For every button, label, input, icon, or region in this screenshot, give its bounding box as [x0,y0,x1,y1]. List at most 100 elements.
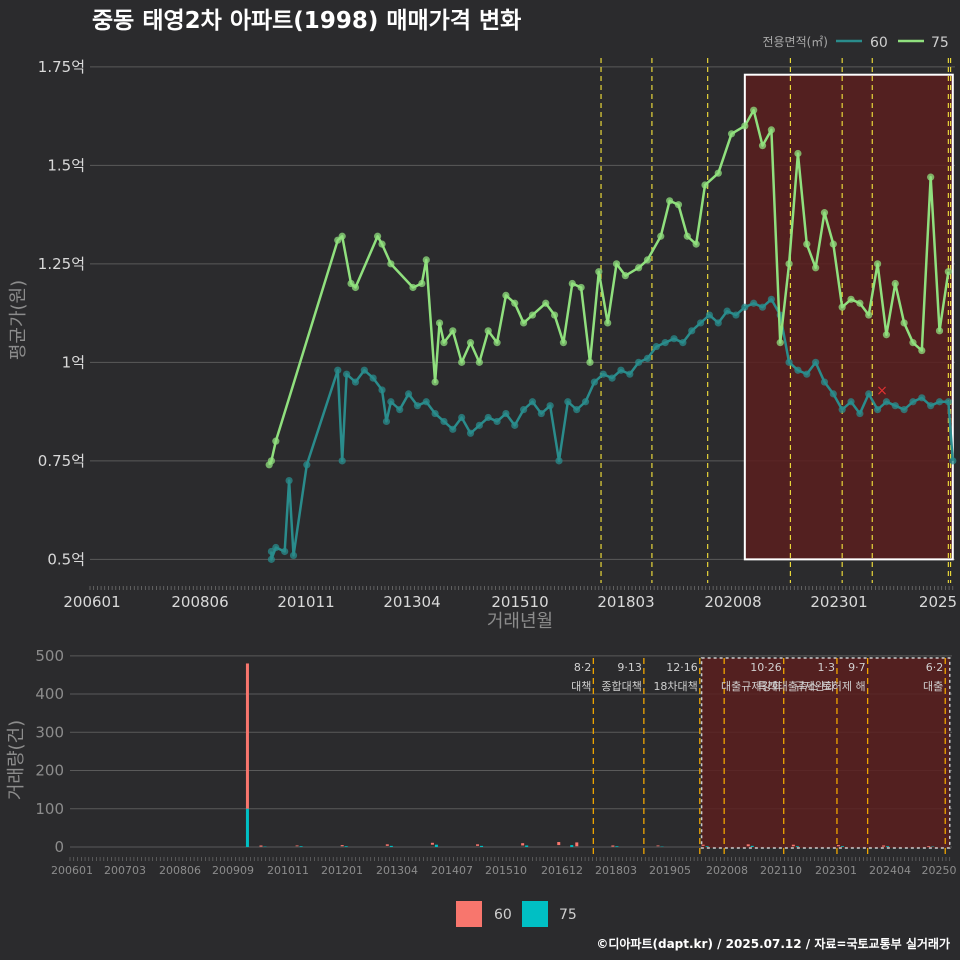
data-point-75 [927,173,935,181]
data-point-60 [608,374,616,382]
data-point-60 [338,457,346,465]
data-point-60 [360,366,368,374]
volume-bar-75 [795,846,799,847]
volume-bar-75 [750,845,754,847]
x-tick-label: 201612 [541,864,583,877]
data-point-60 [511,421,519,429]
data-point-75 [586,358,594,366]
data-point-60 [617,366,625,374]
data-point-60 [750,299,758,307]
volume-bar-75 [886,846,890,847]
data-point-75 [727,130,736,138]
x-tick-label: 201201 [321,864,363,877]
volume-bar-75 [840,846,844,847]
volume-bar-60 [385,844,389,846]
y-tick-label: 1.75억 [38,58,85,76]
legend-swatch-60 [456,901,482,927]
y-tick-label: 1.5억 [47,156,85,174]
data-point-60 [670,335,678,343]
data-point-75 [692,240,700,248]
data-point-60 [635,358,643,366]
data-point-75 [440,339,448,347]
data-point-60 [484,413,492,422]
data-point-60 [537,409,545,418]
volume-bar-60 [656,845,660,847]
volume-bar-60 [836,845,840,847]
data-point-60 [528,398,537,406]
data-point-60 [573,406,581,414]
data-point-60 [794,366,802,374]
data-point-60 [732,311,740,319]
y-tick-label: 0.5억 [47,550,85,568]
data-point-75 [435,319,444,327]
y-tick-label: 0 [54,838,64,856]
x-tick-label: 201011 [267,864,309,877]
highlight-region [700,657,951,849]
data-point-75 [714,169,722,177]
data-point-60 [935,398,944,406]
data-point-75 [267,457,276,465]
data-point-60 [334,366,342,374]
volume-bar-75 [480,845,484,847]
data-point-75 [856,299,864,307]
data-point-75 [847,295,855,303]
volume-bar-60 [882,845,886,847]
x-tick-label: 201510 [485,864,527,877]
data-point-75 [657,232,665,240]
data-point-60 [927,402,935,410]
x-tick-label: 201905 [649,864,691,877]
event-date: 9·7 [848,661,866,674]
x-tick-label: 202301 [810,593,867,611]
event-name: 18차대책 [653,680,697,693]
data-point-60 [803,370,811,378]
data-point-60 [272,543,280,552]
data-point-75 [944,268,952,276]
volume-bar-75 [344,846,348,847]
data-point-60 [404,390,413,398]
data-point-75 [351,283,360,292]
data-point-60 [422,398,430,406]
footer-credit: ©디아파트(dapt.kr) / 2025.07.12 / 자료=국토교통부 실… [596,936,950,951]
data-point-60 [396,406,404,414]
data-point-75 [418,279,426,288]
data-point-75 [794,149,802,158]
legend-label-60: 60 [494,907,512,923]
x-tick-label: 20250 [922,864,957,877]
data-point-60 [555,457,563,465]
data-point-60 [909,398,917,406]
event-name: 규제완화 [794,680,834,693]
data-point-75 [635,264,643,272]
data-point-60 [502,409,510,418]
data-point-75 [577,283,585,292]
data-point-60 [599,370,607,378]
data-point-75 [431,378,439,386]
x-tick-label: 201803 [597,593,654,611]
data-point-60 [458,413,466,422]
y-tick-label: 0.75억 [38,452,85,470]
event-name: 대출 [923,680,943,693]
x-tick-label: 202008 [706,864,748,877]
data-point-60 [267,555,276,563]
data-point-75 [820,209,829,217]
data-point-60 [378,386,386,394]
data-point-60 [661,339,669,347]
volume-bar-75 [434,844,438,847]
data-point-60 [865,390,873,398]
data-point-60 [838,406,846,414]
data-point-75 [542,299,550,307]
data-point-60 [351,378,360,386]
marker-symbol: × [876,383,888,399]
data-point-60 [590,378,598,386]
data-point-75 [528,311,537,319]
data-point-75 [595,268,603,276]
event-date: 10·26 [750,661,782,674]
data-point-75 [741,122,749,130]
data-point-60 [581,398,590,406]
data-point-75 [511,299,519,307]
data-point-75 [683,232,691,240]
data-point-75 [750,106,758,114]
data-point-75 [643,256,652,264]
y-tick-label: 1.25억 [38,255,85,273]
x-tick-label: 200601 [51,864,93,877]
